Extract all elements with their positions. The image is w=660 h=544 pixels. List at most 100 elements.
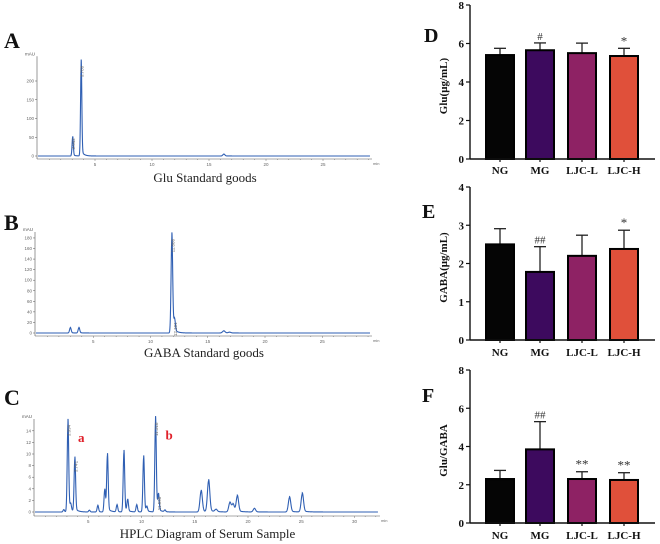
x-tick-label: 25: [299, 519, 305, 524]
y-tick-label: 4: [459, 442, 465, 454]
panel-d: D NG # MG LJC-L * LJC-H 0 2 4 6 8 Glu(μg/mL): [424, 0, 655, 177]
bar-mg: [525, 270, 555, 342]
x-tick-label: 10: [139, 519, 145, 524]
y-axis-label: GABA(μg/mL): [438, 232, 450, 303]
x-axis-label: min: [373, 338, 379, 343]
peak-label: 11.318: [154, 422, 159, 436]
x-tick-label: 25: [320, 162, 326, 167]
x-tick-label: NG: [492, 165, 509, 177]
y-tick-label: 2: [459, 116, 465, 128]
y-tick-label: 10: [26, 452, 32, 457]
panel-letter: C: [4, 385, 20, 410]
x-tick-label: MG: [531, 165, 550, 177]
y-tick-label: 2: [28, 498, 31, 503]
panel-letter: F: [422, 385, 434, 407]
x-tick-label: 25: [320, 339, 326, 344]
y-tick-label: 60: [27, 299, 33, 304]
y-tick-label: 4: [459, 182, 465, 194]
y-tick-label: 1: [459, 297, 465, 309]
y-tick-label: 0: [29, 331, 32, 336]
y-tick-label: 20: [27, 320, 33, 325]
peak-label: 3.094: [66, 424, 71, 436]
bar-ljc-h: [609, 247, 639, 341]
y-tick-label: 14: [26, 428, 32, 433]
chart-caption: HPLC Diagram of Serum Sample: [120, 526, 296, 541]
panel-e: E NG ## MG LJC-L * LJC-H 0 1 2 3 4 GABA(μg/mL): [422, 182, 655, 359]
x-tick-label: LJC-H: [608, 530, 641, 542]
peak-label: 11.590: [157, 496, 162, 510]
y-tick-label: 6: [459, 403, 465, 415]
y-axis-label: Glu(μg/mL): [438, 57, 450, 114]
y-tick-label: 160: [24, 246, 32, 251]
peak-label: 3.788: [80, 65, 85, 77]
significance-marker: **: [576, 457, 589, 472]
y-tick-label: 140: [24, 257, 32, 262]
y-tick-label: 6: [28, 475, 31, 480]
x-axis-label: min: [373, 161, 379, 166]
x-tick-label: LJC-L: [566, 165, 598, 177]
peak-label: 3.042: [71, 138, 76, 150]
chart-caption: GABA Standard goods: [144, 345, 264, 360]
y-tick-label: 50: [29, 135, 35, 140]
peak-label: 3.741: [73, 460, 78, 472]
x-tick-label: 15: [206, 162, 212, 167]
x-tick-label: 5: [92, 339, 95, 344]
bar-ljc-h: [609, 478, 639, 524]
significance-marker: *: [621, 215, 628, 230]
panel-f: F NG ## MG ** LJC-L ** LJC-H 0 2 4 6 8 Glu/GABA: [422, 365, 655, 542]
x-tick-label: 20: [263, 162, 269, 167]
y-axis-label: mAU: [23, 227, 33, 232]
x-tick-label: 20: [262, 339, 268, 344]
chart-caption: Glu Standard goods: [153, 170, 256, 185]
x-tick-label: 20: [245, 519, 251, 524]
y-tick-label: 80: [27, 288, 33, 293]
bar-ljc-l: [567, 254, 597, 342]
x-tick-label: 5: [94, 162, 97, 167]
panel-letter: D: [424, 25, 438, 47]
y-tick-label: 120: [24, 267, 32, 272]
x-tick-label: 15: [205, 339, 211, 344]
chromatogram-trace: [35, 416, 378, 513]
y-tick-label: 180: [24, 235, 32, 240]
y-axis-label: mAU: [25, 51, 35, 56]
bar-ng: [485, 54, 515, 160]
x-tick-label: 10: [148, 339, 154, 344]
x-tick-label: NG: [492, 530, 509, 542]
x-tick-label: LJC-H: [608, 165, 641, 177]
x-axis-label: min: [381, 518, 387, 523]
y-tick-label: 100: [26, 116, 34, 121]
y-tick-label: 4: [28, 486, 31, 491]
y-tick-label: 200: [26, 79, 34, 84]
y-tick-label: 3: [459, 220, 465, 232]
significance-marker: *: [621, 33, 628, 48]
y-tick-label: 0: [459, 335, 465, 347]
bar-mg: [525, 49, 555, 160]
bar-mg: [525, 448, 555, 524]
x-tick-label: 10: [149, 162, 155, 167]
x-tick-label: 30: [352, 519, 358, 524]
significance-marker: ##: [535, 235, 547, 247]
y-tick-label: 2: [459, 480, 465, 492]
x-tick-label: LJC-L: [566, 347, 598, 359]
peak-label: 11.866: [170, 238, 175, 252]
y-tick-label: 8: [459, 0, 465, 12]
bar-ljc-h: [609, 55, 639, 161]
chromatogram-trace: [38, 59, 370, 157]
y-tick-label: 0: [459, 518, 465, 530]
peak-label: 12.101: [173, 322, 178, 336]
y-tick-label: 12: [26, 440, 32, 445]
y-tick-label: 40: [27, 309, 33, 314]
y-tick-label: 100: [24, 278, 32, 283]
x-tick-label: LJC-H: [608, 347, 641, 359]
bar-ljc-l: [567, 478, 597, 525]
y-tick-label: 6: [459, 39, 465, 51]
x-tick-label: 15: [192, 519, 198, 524]
panel-letter: B: [4, 210, 19, 235]
bar-ng: [485, 478, 515, 525]
y-axis-label: Glu/GABA: [438, 424, 450, 477]
bar-ng: [485, 243, 515, 341]
